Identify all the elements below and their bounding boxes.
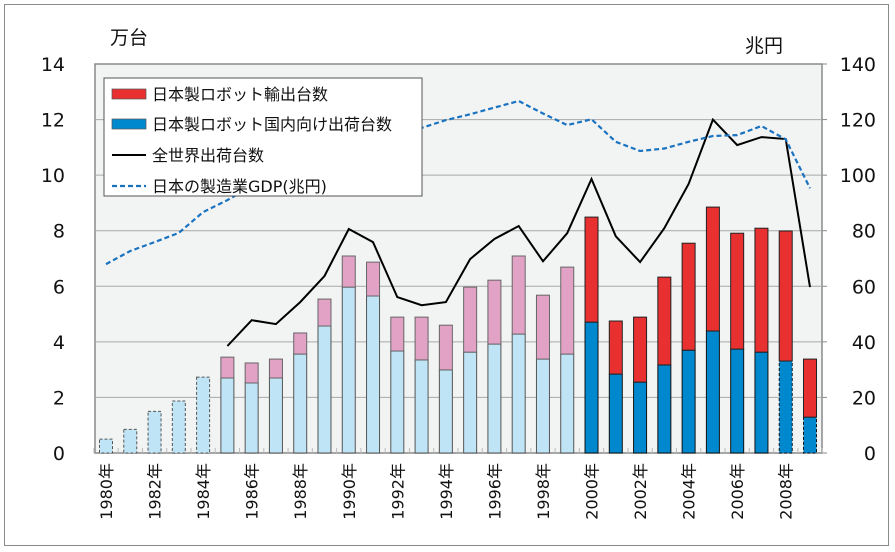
bar-export (730, 232, 745, 350)
bar-export (584, 216, 599, 323)
bar-domestic (268, 377, 283, 454)
bar-export (341, 255, 356, 288)
bar-export (317, 298, 332, 327)
x-tick-label: 1998年 (534, 463, 553, 520)
bar-domestic (487, 343, 502, 454)
bar-domestic (147, 410, 162, 454)
left-tick-label: 0 (53, 443, 65, 465)
bar-export (681, 242, 696, 351)
left-tick-label: 2 (53, 387, 65, 409)
bar-export (608, 320, 623, 375)
bar-domestic (705, 330, 720, 454)
right-tick-label: 20 (852, 387, 876, 409)
line-gdp (105, 99, 811, 266)
bar-export (511, 255, 526, 335)
bar-domestic (438, 369, 453, 454)
legend-label-world: 全世界出荷台数 (152, 146, 264, 165)
x-tick-label: 2008年 (777, 463, 796, 520)
legend-label-export: 日本製ロボット輸出台数 (152, 85, 328, 104)
bar-domestic (778, 360, 793, 454)
right-tick-label: 100 (840, 165, 876, 187)
x-tick-label: 2000年 (583, 463, 602, 520)
bar-domestic (681, 349, 696, 454)
bar-domestic (608, 373, 623, 454)
bar-export (390, 316, 405, 352)
bar-export (268, 358, 283, 379)
right-tick-label: 60 (852, 276, 876, 298)
bar-export (535, 294, 550, 360)
right-tick-label: 140 (840, 54, 876, 76)
bar-domestic (463, 351, 478, 454)
bar-domestic (633, 381, 648, 454)
x-tick-label: 2004年 (680, 463, 699, 520)
bar-domestic (171, 400, 186, 454)
bar-export (560, 266, 575, 355)
bar-export (657, 276, 672, 366)
x-tick-label: 1984年 (194, 463, 213, 520)
bar-export (414, 316, 429, 361)
bar-domestic (511, 333, 526, 454)
bar-domestic (99, 438, 113, 454)
bar-export (293, 332, 308, 355)
bar-export (220, 356, 235, 379)
bar-domestic (730, 348, 745, 454)
bar-domestic (584, 321, 599, 454)
bar-export (487, 279, 502, 345)
right-tick-label: 120 (840, 110, 876, 132)
right-tick-label: 40 (852, 332, 876, 354)
x-tick-label: 1986年 (243, 463, 262, 520)
right-tick-label: 80 (852, 221, 876, 243)
legend-label-gdp: 日本の製造業GDP(兆円) (152, 177, 327, 196)
bar-domestic (317, 325, 332, 454)
right-tick-label: 0 (864, 443, 876, 465)
left-tick-label: 4 (53, 332, 65, 354)
x-tick-label: 1994年 (437, 463, 456, 520)
x-tick-label: 1992年 (388, 463, 407, 520)
right-axis-title: 兆円 (745, 35, 783, 57)
bar-export (438, 324, 453, 371)
x-tick-label: 1988年 (291, 463, 310, 520)
legend: 日本製ロボット輸出台数 日本製ロボット国内向け出荷台数 全世界出荷台数 日本の製… (103, 77, 423, 197)
bar-domestic (196, 376, 211, 454)
bar-domestic (390, 350, 405, 454)
bar-domestic (293, 353, 308, 454)
left-tick-label: 6 (53, 276, 65, 298)
bar-export (705, 206, 720, 332)
legend-swatch-export (111, 88, 147, 100)
legend-label-domestic: 日本製ロボット国内向け出荷台数 (152, 115, 392, 134)
bar-domestic (803, 416, 817, 454)
left-tick-label: 12 (41, 110, 65, 132)
bar-export (366, 261, 381, 297)
x-tick-label: 1982年 (146, 463, 165, 520)
x-tick-label: 1990年 (340, 463, 359, 520)
x-tick-label: 1996年 (485, 463, 504, 520)
bar-domestic (366, 295, 381, 454)
x-tick-label: 2006年 (728, 463, 747, 520)
x-tick-label: 2002年 (631, 463, 650, 520)
x-tick-label: 1980年 (97, 463, 116, 520)
bar-domestic (754, 351, 769, 454)
bar-domestic (220, 377, 235, 454)
left-tick-label: 10 (41, 165, 65, 187)
bar-domestic (414, 359, 429, 454)
bar-export (778, 230, 793, 362)
bar-export (244, 362, 259, 384)
legend-swatch-domestic (111, 118, 147, 130)
bar-export (463, 286, 478, 353)
bar-domestic (560, 353, 575, 454)
bar-domestic (341, 286, 356, 454)
bar-export (754, 227, 769, 353)
left-tick-label: 8 (53, 221, 65, 243)
left-tick-label: 14 (41, 54, 65, 76)
bar-domestic (657, 364, 672, 454)
bar-export (633, 316, 648, 383)
bar-domestic (244, 382, 259, 454)
line-world-shipments (226, 117, 811, 347)
bar-export (803, 358, 817, 418)
bar-domestic (123, 428, 138, 454)
bar-domestic (535, 358, 550, 454)
left-axis-title: 万台 (110, 27, 148, 49)
